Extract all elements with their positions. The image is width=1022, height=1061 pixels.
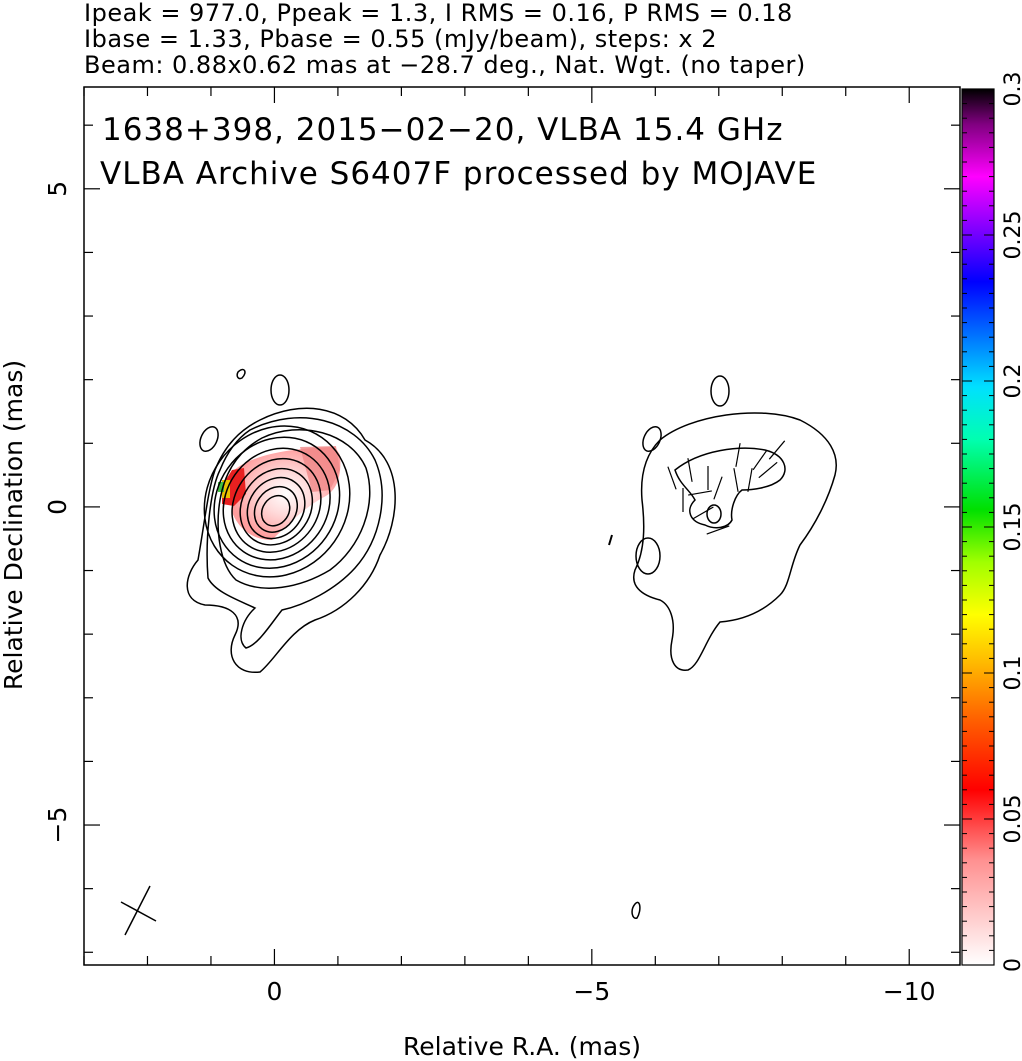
y-tick-label: 5 xyxy=(43,181,72,197)
x-tick-label: 0 xyxy=(266,977,282,1006)
evpa-vector xyxy=(692,506,714,520)
map-title-line-2: VLBA Archive S6407F processed by MOJAVE xyxy=(100,156,817,192)
y-tick-label: 0 xyxy=(43,499,72,515)
contour-level xyxy=(246,476,306,540)
evpa-vector xyxy=(747,468,753,492)
evpa-vector xyxy=(758,461,778,479)
x-tick-label: −5 xyxy=(573,977,610,1006)
contour-level xyxy=(203,425,351,578)
core-nested-contours xyxy=(203,425,351,578)
y-tick-label: −5 xyxy=(43,807,72,844)
y-axis-label: Relative Declination (mas) xyxy=(0,360,28,690)
contour-level xyxy=(253,485,299,533)
polarization-color-overlay xyxy=(218,446,341,540)
tick-marks xyxy=(83,87,960,965)
x-axis-label: Relative R.A. (mas) xyxy=(403,1032,641,1061)
colorbar-label: 0.3 xyxy=(1001,72,1022,107)
jet-contours xyxy=(633,375,837,671)
contour-level xyxy=(222,447,331,561)
contour-level xyxy=(213,436,341,569)
plot-frame xyxy=(83,86,961,966)
colorbar-label: 0.25 xyxy=(1001,211,1022,260)
x-tick-label: −10 xyxy=(883,977,936,1006)
evpa-vector xyxy=(706,525,730,535)
colorbar-label: 0.2 xyxy=(1001,364,1022,399)
contour-level xyxy=(239,467,314,546)
x-tick-labels: 0 −5 −10 xyxy=(266,977,935,1006)
stray-contour-2 xyxy=(631,901,641,919)
core-contours xyxy=(186,368,396,673)
header-line-3: Beam: 0.88x0.62 mas at −28.7 deg., Nat. … xyxy=(84,51,806,79)
evpa-vector xyxy=(733,468,739,492)
evpa-vector xyxy=(768,440,786,460)
evpa-vector xyxy=(667,466,677,490)
y-tick-labels: 5 0 −5 xyxy=(43,181,72,844)
evpa-vector xyxy=(752,449,768,471)
map-title-line-1: 1638+398, 2015−02−20, VLBA 15.4 GHz xyxy=(102,112,783,148)
colorbar-labels: 0 0.05 0.1 0.15 0.2 0.25 0.3 xyxy=(1001,72,1022,973)
header-line-1: Ipeak = 977.0, Ppeak = 1.3, I RMS = 0.16… xyxy=(84,0,793,27)
restoring-beam xyxy=(120,885,157,936)
evpa-vector xyxy=(735,443,741,467)
contour-level xyxy=(260,494,291,527)
colorbar-ticks xyxy=(962,88,994,966)
evpa-vectors xyxy=(667,440,786,535)
evpa-vector xyxy=(688,490,712,496)
colorbar-label: 0.15 xyxy=(1001,503,1022,552)
header-line-2: Ibase = 1.33, Pbase = 0.55 (mJy/beam), s… xyxy=(84,25,718,53)
colorbar-label: 0 xyxy=(1001,958,1022,972)
stray-contour-1 xyxy=(608,534,613,546)
evpa-vector xyxy=(713,476,723,500)
colorbar-label: 0.05 xyxy=(1001,795,1022,844)
colorbar-label: 0.1 xyxy=(1001,656,1022,691)
contour-level xyxy=(231,457,322,553)
evpa-vector xyxy=(687,458,693,482)
